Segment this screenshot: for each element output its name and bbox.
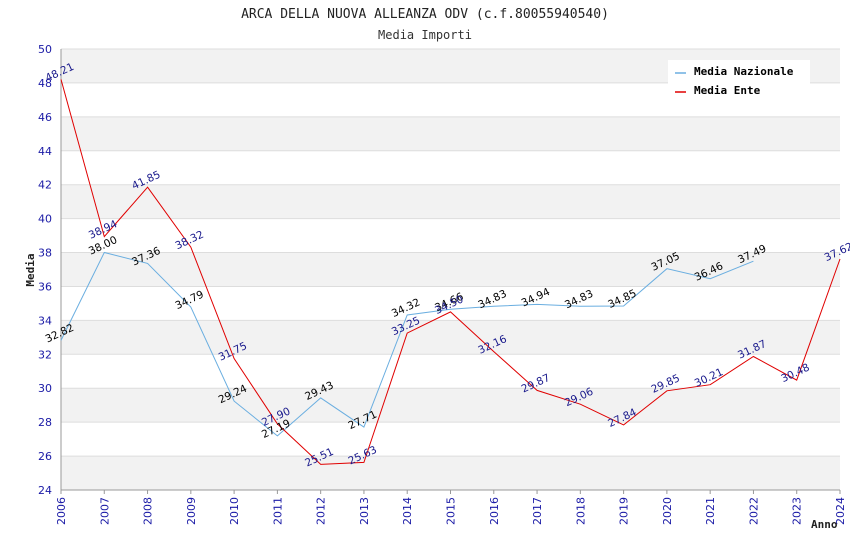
y-tick-label: 26 (38, 450, 52, 463)
data-label-nazionale: 34.79 (173, 288, 205, 312)
x-tick-label: 2022 (747, 497, 760, 525)
x-tick-label: 2014 (401, 497, 414, 525)
background-band (61, 388, 840, 423)
x-tick-label: 2009 (185, 497, 198, 525)
y-tick-labels: 24 26 28 30 32 34 36 38 40 42 44 46 48 50 (38, 43, 52, 497)
y-tick-label: 48 (38, 77, 52, 90)
x-tick-label: 2006 (55, 497, 68, 525)
x-tick-label: 2018 (574, 497, 587, 525)
series-lines (60, 79, 841, 465)
background-band (61, 252, 840, 287)
y-tick-label: 28 (38, 416, 52, 429)
data-label-ente: 30.21 (693, 366, 725, 390)
background-band (61, 456, 840, 490)
data-label-ente: 38.32 (173, 229, 205, 253)
chart-subtitle: Media Importi (378, 28, 472, 42)
y-tick-label: 36 (38, 280, 52, 293)
x-tick-label: 2016 (488, 497, 501, 525)
y-axis-label: Media (24, 253, 37, 286)
data-label-nazionale: 34.83 (563, 288, 595, 312)
y-tick-label: 32 (38, 348, 52, 361)
x-tick-label: 2023 (791, 497, 804, 525)
x-tick-label: 2024 (834, 497, 847, 525)
x-tick-label: 2011 (271, 497, 284, 525)
x-tick-label: 2017 (531, 497, 544, 525)
data-label-nazionale: 34.83 (476, 288, 508, 312)
y-tick-label: 44 (38, 145, 52, 158)
series-line-nazionale (60, 251, 754, 437)
x-tick-label: 2008 (142, 497, 155, 525)
y-tick-label: 30 (38, 382, 52, 395)
x-tick-label: 2013 (358, 497, 371, 525)
y-tick-label: 24 (38, 484, 52, 497)
x-tick-label: 2020 (661, 497, 674, 525)
series-line-ente (60, 79, 841, 465)
data-label-nazionale: 34.85 (606, 287, 638, 311)
x-tick-label: 2015 (445, 497, 458, 525)
background-band (61, 184, 840, 219)
background-band (61, 116, 840, 151)
y-tick-label: 38 (38, 247, 52, 260)
background-bands (61, 49, 840, 490)
y-tick-label: 40 (38, 213, 52, 226)
legend-label-ente: Media Ente (694, 84, 761, 97)
x-tick-label: 2010 (228, 497, 241, 525)
x-tick-label: 2019 (618, 497, 631, 525)
legend-box (668, 60, 810, 102)
background-band (61, 320, 840, 355)
x-axis-label: Anno (811, 518, 838, 531)
legend-label-nazionale: Media Nazionale (694, 65, 794, 78)
axes (60, 49, 841, 494)
y-tick-label: 50 (38, 43, 52, 56)
data-label-ente: 30.48 (779, 362, 811, 386)
y-tick-label: 46 (38, 111, 52, 124)
x-tick-label: 2007 (98, 497, 111, 525)
data-label-nazionale: 34.94 (520, 286, 553, 310)
legend: Media Nazionale Media Ente (668, 60, 810, 102)
y-tick-label: 42 (38, 179, 52, 192)
x-tick-label: 2012 (315, 497, 328, 525)
x-tick-label: 2021 (704, 497, 717, 525)
chart-title: ARCA DELLA NUOVA ALLEANZA ODV (c.f.80055… (241, 7, 609, 22)
x-tick-labels: 2006 2007 2008 2009 2010 2011 2012 2013 2014 2015… (55, 497, 847, 525)
y-tick-label: 34 (38, 314, 52, 327)
